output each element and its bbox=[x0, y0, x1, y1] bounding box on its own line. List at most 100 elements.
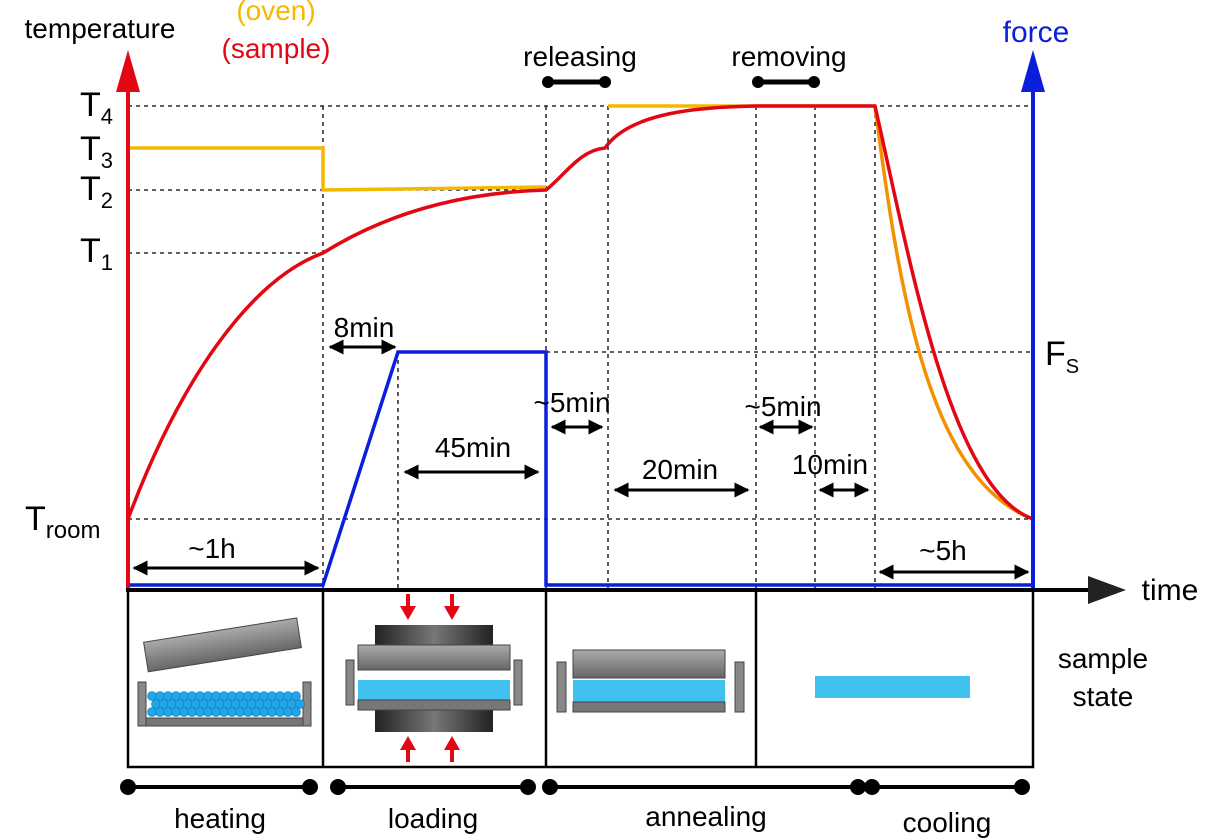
bead bbox=[219, 691, 229, 701]
bead bbox=[267, 707, 277, 717]
duration-label: ~1h bbox=[188, 533, 236, 564]
event-label: releasing bbox=[523, 41, 637, 72]
bead bbox=[219, 707, 229, 717]
bead bbox=[195, 691, 205, 701]
bead bbox=[259, 691, 269, 701]
duration-label: ~5h bbox=[919, 535, 967, 566]
bead bbox=[187, 691, 197, 701]
heating-illustration bbox=[137, 617, 312, 727]
bead bbox=[155, 707, 165, 717]
stage-label: heating bbox=[174, 803, 266, 834]
bead bbox=[191, 699, 201, 709]
oven-curve bbox=[128, 104, 875, 192]
force-level-label: FS bbox=[1045, 335, 1079, 378]
level-label: T1 bbox=[80, 232, 113, 275]
temperature-arrowhead bbox=[116, 50, 140, 92]
bead bbox=[287, 699, 297, 709]
bead bbox=[175, 699, 185, 709]
x-label: time bbox=[1142, 574, 1199, 607]
bead bbox=[239, 699, 249, 709]
bead bbox=[159, 699, 169, 709]
bead bbox=[283, 691, 293, 701]
time-arrowhead bbox=[1088, 576, 1126, 604]
bead bbox=[279, 699, 289, 709]
stage-label: loading bbox=[388, 803, 478, 834]
bead bbox=[283, 707, 293, 717]
bead bbox=[275, 707, 285, 717]
bead bbox=[211, 707, 221, 717]
force-arrowhead bbox=[1021, 50, 1045, 92]
bead bbox=[251, 691, 261, 701]
bead bbox=[227, 707, 237, 717]
stage-markers bbox=[120, 779, 1030, 795]
duration-label: ~5min bbox=[533, 387, 610, 418]
sample-curve bbox=[126, 104, 1034, 521]
bead bbox=[163, 691, 173, 701]
bead bbox=[275, 691, 285, 701]
level-label: T4 bbox=[80, 86, 113, 129]
bead bbox=[171, 707, 181, 717]
y-left-label: temperature bbox=[25, 13, 176, 44]
bead bbox=[291, 707, 301, 717]
bead bbox=[183, 699, 193, 709]
state-panels bbox=[126, 588, 1035, 769]
bead bbox=[267, 691, 277, 701]
bead bbox=[259, 707, 269, 717]
bead bbox=[203, 691, 213, 701]
bead bbox=[235, 707, 245, 717]
stage-label: cooling bbox=[903, 807, 992, 838]
event-marker bbox=[542, 76, 611, 88]
force-curve bbox=[128, 350, 1033, 587]
level-label: Troom bbox=[25, 500, 100, 544]
legend-sample: (sample) bbox=[222, 33, 331, 64]
bead bbox=[263, 699, 273, 709]
level-label: T2 bbox=[80, 170, 113, 213]
stage-label: annealing bbox=[645, 801, 766, 832]
bead bbox=[255, 699, 265, 709]
event-marker bbox=[752, 76, 820, 88]
bead bbox=[203, 707, 213, 717]
bead bbox=[295, 699, 305, 709]
event-label: removing bbox=[731, 41, 846, 72]
y-right-label: force bbox=[1003, 16, 1070, 49]
duration-label: 8min bbox=[334, 312, 395, 343]
bead bbox=[235, 691, 245, 701]
cooling-sample bbox=[815, 676, 970, 698]
annealing-illustration bbox=[556, 649, 745, 713]
duration-label: 10min bbox=[792, 449, 868, 480]
bead bbox=[291, 691, 301, 701]
bead bbox=[179, 691, 189, 701]
bead bbox=[195, 707, 205, 717]
guide-lines bbox=[128, 105, 1033, 590]
bead bbox=[163, 707, 173, 717]
bead bbox=[227, 691, 237, 701]
duration-label: 45min bbox=[435, 432, 511, 463]
bead bbox=[167, 699, 177, 709]
sample-state-label: sample bbox=[1058, 643, 1148, 674]
bead bbox=[147, 691, 157, 701]
bead bbox=[199, 699, 209, 709]
bead bbox=[243, 691, 253, 701]
bead bbox=[211, 691, 221, 701]
bead bbox=[243, 707, 253, 717]
duration-label: 20min bbox=[642, 454, 718, 485]
sample-state-label: state bbox=[1073, 681, 1134, 712]
loading-illustration bbox=[345, 594, 523, 762]
bead bbox=[147, 707, 157, 717]
bead bbox=[187, 707, 197, 717]
oven-cooling-curve bbox=[873, 105, 1034, 521]
bead bbox=[151, 699, 161, 709]
bead bbox=[155, 691, 165, 701]
bead bbox=[247, 699, 257, 709]
bead bbox=[251, 707, 261, 717]
legend-oven: (oven) bbox=[236, 0, 315, 26]
bead bbox=[171, 691, 181, 701]
duration-label: ~5min bbox=[744, 391, 821, 422]
bead bbox=[231, 699, 241, 709]
level-label: T3 bbox=[80, 130, 113, 173]
bead bbox=[223, 699, 233, 709]
bead bbox=[271, 699, 281, 709]
bead bbox=[207, 699, 217, 709]
bead bbox=[179, 707, 189, 717]
